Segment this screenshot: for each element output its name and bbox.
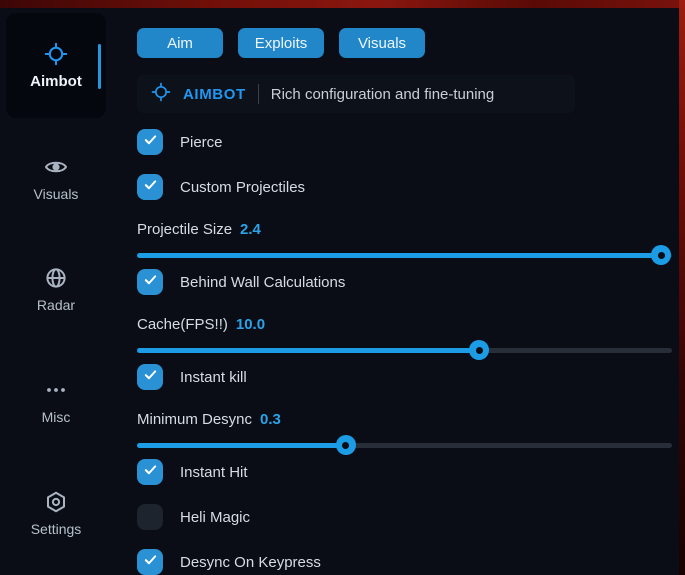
- slider-track-fill: [137, 253, 662, 258]
- slider-track-cache-fps[interactable]: [137, 340, 672, 360]
- tabs-row: Aim Exploits Visuals: [137, 28, 672, 58]
- checkbox-label: Desync On Keypress: [180, 553, 321, 571]
- checkbox-label: Pierce: [180, 133, 223, 151]
- slider-label-row: Minimum Desync 0.3: [137, 411, 672, 428]
- slider-value: 2.4: [240, 221, 261, 238]
- checkbox-row-custom-projectiles: Custom Projectiles: [137, 174, 672, 200]
- slider-label-row: Projectile Size 2.4: [137, 221, 672, 238]
- slider-track-projectile-size[interactable]: [137, 245, 672, 265]
- sidebar-item-aimbot[interactable]: Aimbot: [6, 13, 106, 118]
- slider-label: Minimum Desync: [137, 411, 253, 428]
- crosshair-icon: [44, 42, 68, 66]
- checkbox-row-instant-kill: Instant kill: [137, 364, 672, 390]
- check-icon: [143, 132, 158, 152]
- checkbox-label: Heli Magic: [180, 508, 251, 526]
- section-title: AIMBOT: [183, 85, 246, 103]
- checkbox-heli-magic[interactable]: [137, 504, 163, 530]
- main-content: Aim Exploits Visuals AIMBOT Rich configura…: [137, 28, 672, 575]
- slider-value: 0.3: [260, 411, 281, 428]
- checkbox-row-heli-magic: Heli Magic: [137, 504, 672, 530]
- checkbox-instant-kill[interactable]: [137, 364, 163, 390]
- section-banner: AIMBOT Rich configuration and fine-tunin…: [137, 75, 575, 113]
- slider-thumb[interactable]: [469, 340, 490, 360]
- gear-icon: [44, 490, 68, 514]
- slider-thumb[interactable]: [335, 435, 356, 455]
- slider-track-background: [137, 443, 672, 448]
- slider-row-cache-fps: Cache(FPS!!) 10.0: [137, 316, 672, 360]
- sidebar: Aimbot Visuals Radar Misc Settings: [0, 8, 118, 575]
- section-subtitle: Rich configuration and fine-tuning: [270, 85, 495, 103]
- check-icon: [143, 462, 158, 482]
- checkbox-label: Custom Projectiles: [180, 178, 306, 196]
- sidebar-item-radar[interactable]: Radar: [6, 266, 106, 313]
- slider-thumb[interactable]: [651, 245, 672, 265]
- check-icon: [143, 552, 158, 572]
- slider-row-minimum-desync: Minimum Desync 0.3: [137, 411, 672, 455]
- globe-icon: [44, 266, 68, 290]
- sidebar-item-label: Aimbot: [30, 72, 82, 90]
- checkbox-row-instant-hit: Instant Hit: [137, 459, 672, 485]
- checkbox-pierce[interactable]: [137, 129, 163, 155]
- sidebar-item-label: Radar: [36, 297, 76, 313]
- sidebar-item-misc[interactable]: Misc: [6, 378, 106, 425]
- banner-divider: [257, 84, 259, 104]
- crosshair-icon: [151, 82, 171, 107]
- checkbox-instant-hit[interactable]: [137, 459, 163, 485]
- check-icon: [143, 177, 158, 197]
- sidebar-item-label: Misc: [41, 409, 71, 425]
- sidebar-item-settings[interactable]: Settings: [6, 490, 106, 537]
- game-background-right-edge: [679, 0, 685, 575]
- checkbox-row-desync-on-keypress: Desync On Keypress: [137, 549, 672, 575]
- sidebar-item-label: Visuals: [33, 186, 79, 202]
- slider-label: Projectile Size: [137, 221, 233, 238]
- tab-aim[interactable]: Aim: [137, 28, 223, 58]
- slider-track-fill: [137, 348, 480, 353]
- checkbox-custom-projectiles[interactable]: [137, 174, 163, 200]
- tab-exploits[interactable]: Exploits: [238, 28, 324, 58]
- slider-track-minimum-desync[interactable]: [137, 435, 672, 455]
- checkbox-label: Behind Wall Calculations: [180, 273, 346, 291]
- sidebar-item-label: Settings: [30, 521, 82, 537]
- sidebar-item-visuals[interactable]: Visuals: [6, 155, 106, 202]
- check-icon: [143, 367, 158, 387]
- game-background-top-edge: [0, 0, 685, 8]
- checkbox-row-behind-wall-calculations: Behind Wall Calculations: [137, 269, 672, 295]
- slider-value: 10.0: [235, 316, 266, 333]
- checkbox-label: Instant kill: [180, 368, 247, 386]
- checkbox-row-pierce: Pierce: [137, 129, 672, 155]
- slider-row-projectile-size: Projectile Size 2.4: [137, 221, 672, 265]
- ellipsis-icon: [44, 378, 68, 402]
- slider-label-row: Cache(FPS!!) 10.0: [137, 316, 672, 333]
- checkbox-label: Instant Hit: [180, 463, 248, 481]
- slider-track-fill: [137, 443, 346, 448]
- checkbox-behind-wall-calculations[interactable]: [137, 269, 163, 295]
- tab-visuals[interactable]: Visuals: [339, 28, 425, 58]
- check-icon: [143, 272, 158, 292]
- checkbox-desync-on-keypress[interactable]: [137, 549, 163, 575]
- controls-list: Pierce Custom Projectiles Projectile Size 2…: [137, 129, 672, 575]
- slider-label: Cache(FPS!!): [137, 316, 228, 333]
- eye-icon: [44, 155, 68, 179]
